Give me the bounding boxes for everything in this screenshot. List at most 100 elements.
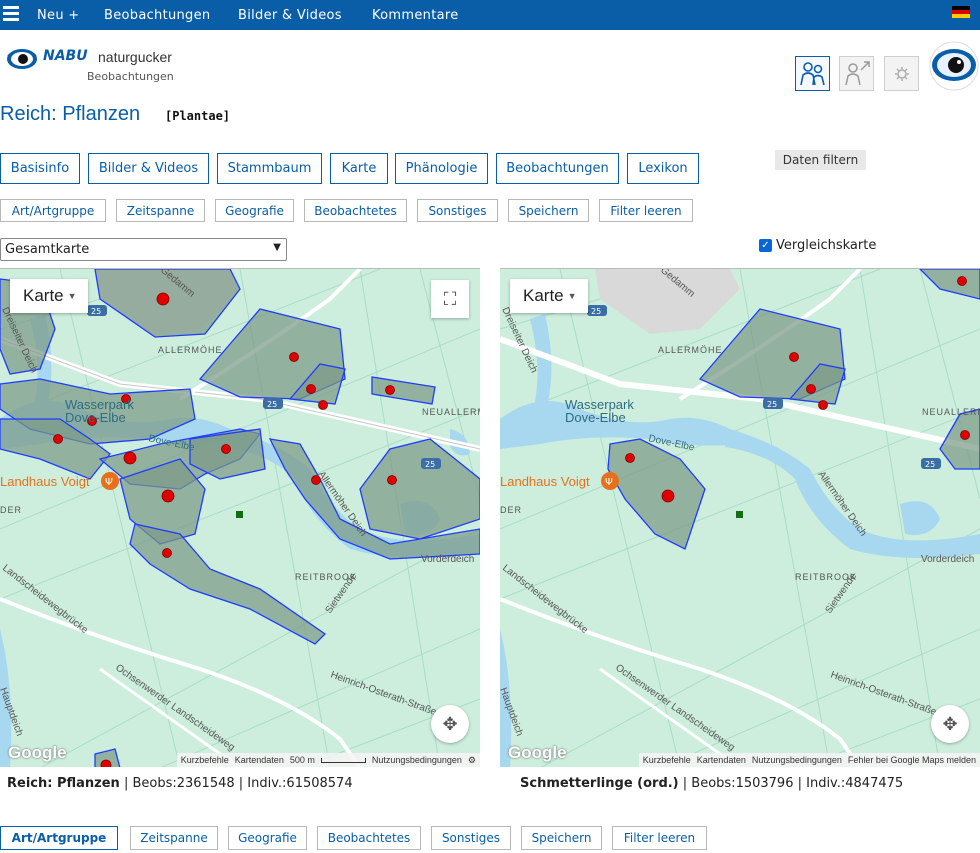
map-label-vorderdeich: Vorderdeich (421, 554, 474, 565)
stats-left: Reich: Pflanzen | Beobs:2361548 | Indiv.… (7, 776, 353, 791)
nav-media[interactable]: Bilder & Videos (238, 8, 342, 23)
map-label-der: DER (500, 505, 522, 515)
filter-bottom-speichern[interactable]: Speichern (521, 826, 602, 850)
stats-left-name: Reich: Pflanzen (7, 776, 120, 791)
report-error-link[interactable]: Fehler bei Google Maps melden (847, 755, 976, 765)
keyboard-shortcuts-link[interactable]: Kurzbefehle (180, 755, 229, 765)
brand-subtitle: Beobachtungen (87, 70, 174, 83)
route-badge: 25 (425, 460, 435, 469)
page-title-latin: [Plantae] (165, 109, 231, 123)
route-badge: 25 (91, 307, 101, 316)
google-logo: Google (8, 743, 67, 762)
map-type-select[interactable]: Gesamtkarte ▼ (0, 238, 287, 261)
map-type-button[interactable]: Karte ▼ (10, 279, 88, 313)
page-title: Reich: Pflanzen (0, 103, 141, 125)
menu-icon[interactable] (3, 6, 19, 22)
map-type-button[interactable]: Karte ▼ (510, 279, 588, 313)
nav-observations[interactable]: Beobachtungen (104, 8, 211, 23)
top-navigation-bar: Neu + Beobachtungen Bilder & Videos Komm… (0, 0, 980, 30)
brand-nabu: NABU (43, 48, 88, 64)
stats-left-obs: Beobs:2361548 (132, 776, 235, 791)
filter-leeren[interactable]: Filter leeren (599, 199, 693, 222)
filter-bottom-geografie[interactable]: Geografie (228, 826, 307, 850)
restaurant-icon: Ψ (105, 477, 113, 488)
brand-naturgucker: naturgucker (98, 49, 172, 65)
people-button[interactable] (795, 56, 830, 91)
stats-right: Schmetterlinge (ord.) | Beobs:1503796 | … (520, 776, 904, 791)
filter-bottom-leeren[interactable]: Filter leeren (612, 826, 707, 850)
map-right-canvas[interactable]: 25 25 25 ALLERMÖHE Wasserpark Dove-Elbe … (500, 269, 980, 767)
map-attribution: Kurzbefehle Kartendaten 500 m Nutzungsbe… (176, 753, 480, 767)
chevron-down-icon: ▼ (273, 242, 281, 253)
map-label-reitbrook: REITBROOK (295, 572, 357, 582)
map-label-allermoehe: ALLERMÖHE (158, 345, 223, 355)
user-share-button[interactable] (839, 56, 874, 91)
tab-karte[interactable]: Karte (330, 153, 388, 184)
map-type-label: Karte (23, 286, 64, 305)
move-camera-icon[interactable]: ✥ (431, 705, 469, 743)
map-label-allermoehe: ALLERMÖHE (658, 345, 723, 355)
nabu-naturgucker-logo[interactable]: NABU naturgucker Beobachtungen (6, 42, 176, 86)
filter-bottom-beobachtetes[interactable]: Beobachtetes (317, 826, 421, 850)
terms-link[interactable]: Nutzungsbedingungen (751, 755, 842, 765)
tab-media[interactable]: Bilder & Videos (88, 153, 209, 184)
filter-art-artgruppe[interactable]: Art/Artgruppe (0, 199, 106, 222)
app-eye-logo-icon[interactable] (929, 41, 979, 91)
tab-stammbaum[interactable]: Stammbaum (217, 153, 322, 184)
stats-left-indiv: Indiv.:61508574 (247, 776, 353, 791)
restaurant-icon: Ψ (605, 477, 613, 488)
tab-lexikon[interactable]: Lexikon (627, 153, 699, 184)
filter-bottom-zeitspanne[interactable]: Zeitspanne (130, 826, 218, 850)
tab-phaenologie[interactable]: Phänologie (395, 153, 488, 184)
scale-bar (320, 757, 366, 763)
route-badge: 25 (267, 400, 277, 409)
daten-filtern-button[interactable]: Daten filtern (775, 150, 866, 170)
nav-comments[interactable]: Kommentare (372, 8, 459, 23)
settings-button[interactable] (884, 56, 919, 91)
map-label-wasserpark: Wasserpark (65, 397, 134, 412)
map-label-dove-elbe-park: Dove-Elbe (565, 410, 626, 425)
gear-icon (895, 67, 909, 81)
tab-beobachtungen[interactable]: Beobachtungen (496, 153, 619, 184)
map-label-reitbrook: REITBROOK (795, 572, 857, 582)
gear-icon[interactable]: ⚙ (467, 754, 476, 765)
german-flag-icon[interactable] (952, 6, 970, 18)
map-label-der: DER (0, 505, 22, 515)
caret-down-icon: ▼ (567, 291, 577, 301)
map-data-link[interactable]: Kartendaten (696, 755, 746, 765)
stats-right-name: Schmetterlinge (ord.) (520, 776, 679, 791)
compare-map-checkbox[interactable]: ✓ Vergleichskarte (759, 238, 876, 253)
map-left[interactable]: 25 25 25 ALLERMÖHE Wasserpark Dove-Elbe … (0, 268, 480, 767)
user-arrow-icon (845, 61, 870, 86)
keyboard-shortcuts-link[interactable]: Kurzbefehle (642, 755, 691, 765)
checkbox-checked-icon[interactable]: ✓ (759, 239, 772, 252)
filter-bottom-sonstiges[interactable]: Sonstiges (431, 826, 511, 850)
filter-speichern[interactable]: Speichern (508, 199, 589, 222)
route-badge: 25 (591, 307, 601, 316)
nav-new[interactable]: Neu + (37, 8, 80, 23)
map-right[interactable]: 25 25 25 ALLERMÖHE Wasserpark Dove-Elbe … (500, 268, 980, 767)
filter-beobachtetes[interactable]: Beobachtetes (304, 199, 407, 222)
scale-label: 500 m (289, 755, 315, 765)
map-data-link[interactable]: Kartendaten (234, 755, 284, 765)
tab-basisinfo[interactable]: Basisinfo (0, 153, 80, 184)
stats-right-obs: Beobs:1503796 (691, 776, 794, 791)
fullscreen-icon[interactable]: ⛶ (431, 280, 469, 318)
filter-bottom-art-artgruppe[interactable]: Art/Artgruppe (0, 826, 118, 850)
map-type-label: Karte (523, 286, 564, 305)
route-badge: 25 (925, 460, 935, 469)
terms-link[interactable]: Nutzungsbedingungen (371, 755, 462, 765)
map-label-dove-elbe-park: Dove-Elbe (65, 410, 126, 425)
stats-right-indiv: Indiv.:4847475 (806, 776, 904, 791)
filter-zeitspanne[interactable]: Zeitspanne (116, 199, 205, 222)
map-label-neuallermoehe: NEUALLERM (922, 407, 980, 417)
route-badge: 25 (767, 400, 777, 409)
compare-map-label: Vergleichskarte (776, 238, 877, 253)
filter-geografie[interactable]: Geografie (215, 199, 294, 222)
filter-sonstiges[interactable]: Sonstiges (417, 199, 498, 222)
google-logo: Google (508, 743, 567, 762)
map-label-neuallermoehe: NEUALLERM (422, 407, 480, 417)
move-camera-icon[interactable]: ✥ (931, 705, 969, 743)
map-label-landhaus-voigt: Landhaus Voigt (0, 474, 90, 489)
map-left-canvas[interactable]: 25 25 25 ALLERMÖHE Wasserpark Dove-Elbe … (0, 269, 480, 767)
